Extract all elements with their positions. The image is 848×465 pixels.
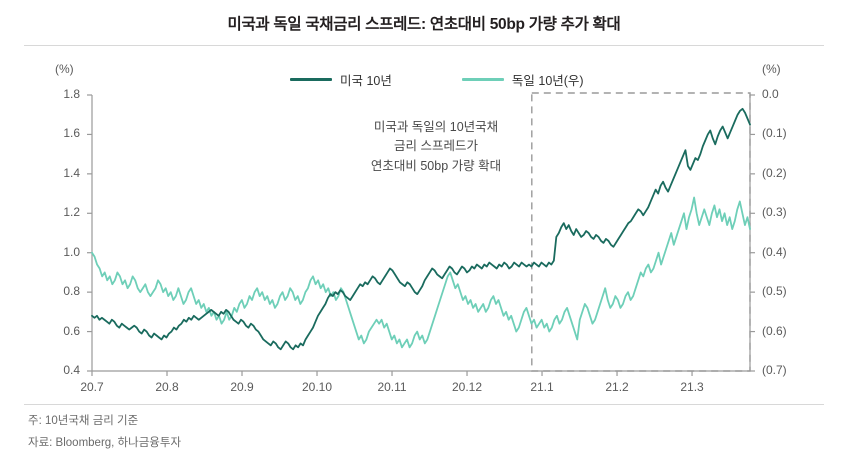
- legend-swatch-us: [290, 78, 332, 81]
- legend-item-us: 미국 10년: [290, 70, 392, 89]
- x-axis-tick-label: 21.2: [605, 380, 629, 394]
- left-axis-tick-label: 0.6: [63, 323, 80, 338]
- x-axis-tick-label: 20.8: [155, 380, 179, 394]
- right-axis-tick-label: (0.2): [762, 165, 787, 180]
- footnote-note: 주: 10년국채 금리 기준: [28, 415, 139, 427]
- legend-label-us: 미국 10년: [340, 74, 392, 88]
- left-axis-tick-label: 1.6: [63, 126, 80, 141]
- series-line-us: [91, 107, 751, 351]
- legend-item-germany: 독일 10년(우): [461, 70, 584, 89]
- annotation-line-1: 미국과 독일의 10년국채: [373, 120, 499, 134]
- right-axis-unit: (%): [762, 62, 781, 76]
- x-axis-tick-label: 21.3: [680, 380, 704, 394]
- left-axis-tick-label: 1.8: [63, 87, 80, 101]
- x-axis-tick-label: 20.11: [377, 380, 407, 394]
- page-title: 미국과 독일 국채금리 스프레드: 연초대비 50bp 가량 추가 확대: [227, 16, 621, 33]
- right-axis-tick-label: (0.4): [762, 244, 787, 259]
- legend-label-germany: 독일 10년(우): [511, 74, 584, 88]
- x-axis-tick-label: 20.12: [452, 380, 483, 394]
- x-axis-tick-label: 20.7: [80, 380, 104, 394]
- left-axis-tick-label: 1.4: [63, 165, 80, 180]
- annotation-line-3: 연초대비 50bp 가량 확대: [370, 158, 502, 173]
- right-axis-tick-label: (0.6): [762, 323, 787, 338]
- right-axis-tick-label: (0.3): [762, 205, 787, 220]
- chart-annotation: 미국과 독일의 10년국채 금리 스프레드가 연초대비 50bp 가량 확대: [330, 118, 542, 176]
- left-axis-tick-label: 1.2: [63, 205, 80, 220]
- legend-swatch-germany: [461, 78, 504, 81]
- annotation-line-2: 금리 스프레드가: [394, 139, 478, 154]
- chart-legend: 미국 10년 독일 10년(우): [290, 70, 584, 89]
- left-axis-unit: (%): [55, 62, 74, 76]
- x-axis-tick-label: 20.9: [230, 380, 254, 394]
- footnote-source: 자료: Bloomberg, 하나금융투자: [28, 437, 182, 449]
- left-axis-tick-label: 0.8: [63, 284, 80, 299]
- right-axis-tick-label: (0.7): [762, 363, 787, 377]
- footer-divider: [24, 404, 824, 405]
- left-axis-tick-label: 0.4: [63, 363, 80, 377]
- right-axis-tick-label: (0.5): [762, 284, 787, 299]
- highlight-box: [531, 92, 751, 372]
- series-line-germany: [91, 196, 751, 349]
- title-divider: [24, 45, 824, 46]
- right-axis-tick-label: (0.1): [762, 126, 787, 141]
- right-axis-tick-label: 0.0: [762, 87, 779, 101]
- x-axis-tick-label: 20.10: [301, 380, 333, 394]
- x-axis-tick-label: 21.1: [530, 380, 554, 394]
- left-axis-tick-label: 1.0: [63, 244, 80, 259]
